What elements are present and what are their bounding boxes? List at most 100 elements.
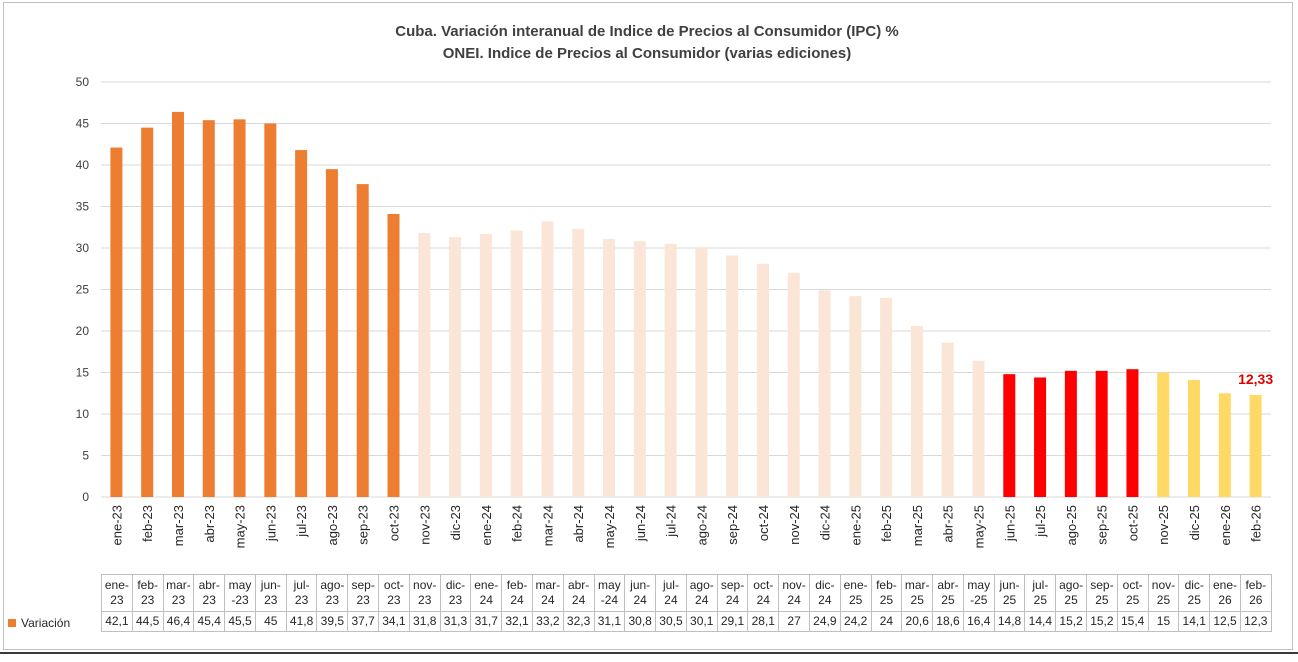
table-value-cell: 31,3 <box>439 611 472 632</box>
x-tick-label: sep-24 <box>725 505 740 545</box>
bar-dic-23 <box>449 237 462 497</box>
y-tick-label: 5 <box>82 449 89 463</box>
table-value-cell: 15,4 <box>1116 611 1149 632</box>
table-header-cell: feb- 25 <box>870 574 903 612</box>
table-header-cell: sep- 23 <box>347 574 380 612</box>
table-value-cell: 30,1 <box>685 611 718 632</box>
x-tick-label: mar-25 <box>910 505 925 546</box>
table-value-cell: 24 <box>870 611 903 632</box>
x-tick-label: may-25 <box>972 505 987 548</box>
legend-entry: Variación <box>4 613 101 632</box>
table-value-cell: 31,8 <box>408 611 441 632</box>
x-tick-label: ene-23 <box>109 505 124 545</box>
chart-subtitle: ONEI. Indice de Precios al Consumidor (v… <box>443 45 851 62</box>
bar-may-25 <box>972 360 985 497</box>
table-header-cell: mar- 24 <box>531 574 564 612</box>
x-tick-label: sep-23 <box>356 505 371 545</box>
table-header-cell: abr- 25 <box>932 574 964 612</box>
bar-abr-23 <box>202 120 215 498</box>
table-header-cell: ene- 26 <box>1209 574 1241 612</box>
legend-label: Variación <box>21 615 71 630</box>
bar-jul-25 <box>1034 377 1047 497</box>
x-tick-label: jul-23 <box>294 505 309 538</box>
table-header-cell: oct- 25 <box>1116 574 1149 612</box>
bar-abr-25 <box>941 342 954 497</box>
table-header-cell: feb- 23 <box>131 574 164 612</box>
table-value-cell: 29,1 <box>716 611 749 632</box>
y-tick-label: 0 <box>82 490 89 504</box>
table-value-cell: 24,2 <box>839 611 872 632</box>
bottom-rule <box>0 652 1298 654</box>
table-value-cell: 44,5 <box>131 611 164 632</box>
table-value-cell: 30,8 <box>624 611 657 632</box>
y-tick-label: 45 <box>76 117 90 131</box>
x-tick-label: ene-25 <box>848 505 863 545</box>
table-value-cell: 14,4 <box>1024 611 1057 632</box>
bar-dic-24 <box>818 290 831 497</box>
x-tick-label: abr-23 <box>202 505 217 543</box>
value-annotation: 12,33 <box>1238 371 1273 387</box>
data-table: ene- 23 feb- 23 mar- 23 abr- 23 may -23 jun- 23 jul-… <box>101 574 1272 632</box>
table-value-cell: 41,8 <box>285 611 318 632</box>
x-tick-label: oct-24 <box>756 505 771 541</box>
bar-oct-25 <box>1126 369 1139 497</box>
chart-title: Cuba. Variación interanual de Indice de … <box>395 23 898 40</box>
table-value-cell: 15,2 <box>1086 611 1118 632</box>
x-tick-label: may-23 <box>233 505 248 548</box>
bar-oct-24 <box>756 263 769 497</box>
bar-ago-24 <box>695 247 708 497</box>
bar-dic-25 <box>1188 379 1201 497</box>
bar-sep-24 <box>726 255 739 497</box>
x-tick-label: feb-26 <box>1249 505 1264 542</box>
bar-abr-24 <box>572 228 585 497</box>
bar-feb-25 <box>880 297 893 497</box>
table-value-cell: 15 <box>1147 611 1180 632</box>
table-value-cell: 16,4 <box>962 611 995 632</box>
x-tick-label: abr-25 <box>941 505 956 543</box>
x-tick-label: jul-25 <box>1033 505 1048 538</box>
x-tick-label: jul-24 <box>664 505 679 538</box>
table-value-cell: 39,5 <box>316 611 349 632</box>
table-value-cell: 27 <box>778 611 810 632</box>
table-value-cell: 37,7 <box>347 611 380 632</box>
table-header-cell: nov- 25 <box>1147 574 1180 612</box>
table-header-cell: jun- 25 <box>993 574 1026 612</box>
bar-nov-25 <box>1157 372 1170 497</box>
x-tick-label: ene-26 <box>1218 505 1233 545</box>
table-value-cell: 42,1 <box>101 611 133 632</box>
bar-ene-25 <box>849 296 862 497</box>
table-header-cell: jul- 23 <box>285 574 318 612</box>
x-tick-label: jun-23 <box>263 505 278 542</box>
y-tick-label: 40 <box>76 158 90 172</box>
bar-feb-23 <box>141 127 154 498</box>
table-value-cell: 45,5 <box>224 611 256 632</box>
chart-plot: Cuba. Variación interanual de Indice de … <box>76 23 1274 548</box>
y-tick-label: 15 <box>76 366 90 380</box>
x-tick-label: dic-23 <box>448 505 463 540</box>
table-value-cell: 15,2 <box>1055 611 1087 632</box>
chart-frame <box>3 2 1293 650</box>
bar-mar-23 <box>171 111 184 497</box>
x-tick-label: ago-24 <box>694 505 709 545</box>
table-value-cell: 20,6 <box>901 611 934 632</box>
y-tick-label: 30 <box>76 241 90 255</box>
table-value-cell: 45,4 <box>193 611 226 632</box>
table-header-cell: jun- 23 <box>254 574 287 612</box>
table-value-cell: 32,1 <box>501 611 533 632</box>
table-value-cell: 12,5 <box>1209 611 1241 632</box>
table-value-cell: 28,1 <box>747 611 780 632</box>
x-tick-label: ago-25 <box>1064 505 1079 545</box>
bar-sep-25 <box>1095 370 1108 497</box>
bar-may-23 <box>233 119 246 497</box>
bar-jul-24 <box>664 243 677 497</box>
x-tick-label: nov-23 <box>417 505 432 545</box>
table-value-cell: 34,1 <box>378 611 410 632</box>
bar-jul-23 <box>295 150 308 497</box>
x-tick-label: jun-24 <box>633 505 648 542</box>
legend-swatch <box>8 618 16 627</box>
x-tick-label: nov-24 <box>787 505 802 545</box>
x-tick-label: feb-23 <box>140 505 155 542</box>
x-tick-label: ago-23 <box>325 505 340 545</box>
table-header-cell: may -25 <box>962 574 995 612</box>
bar-jun-23 <box>264 123 277 497</box>
